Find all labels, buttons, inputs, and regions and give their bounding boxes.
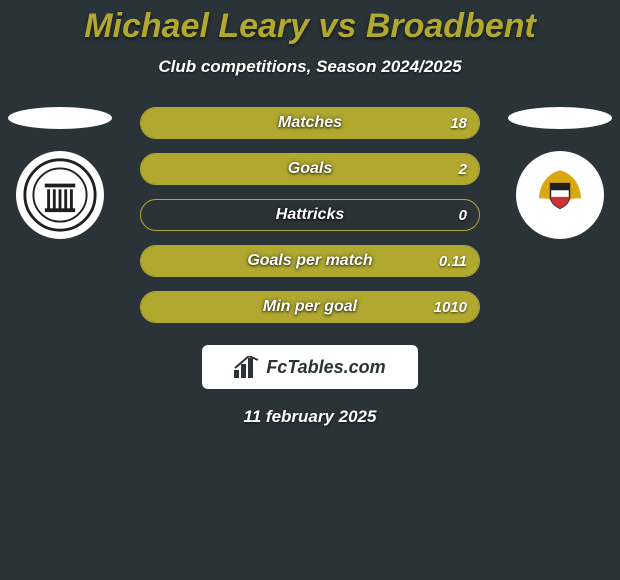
stat-label: Goals per match bbox=[247, 252, 372, 270]
stat-value-right: 0 bbox=[459, 207, 467, 224]
player-left-block bbox=[8, 107, 112, 239]
doncaster-crest-icon bbox=[522, 157, 598, 233]
stat-label: Matches bbox=[278, 114, 342, 132]
stat-row: Min per goal 1010 bbox=[140, 291, 480, 323]
stat-rows: Matches 18 Goals 2 Hattricks 0 Goals per match… bbox=[140, 107, 480, 323]
stat-label: Goals bbox=[288, 160, 332, 178]
date-label: 11 february 2025 bbox=[0, 407, 620, 427]
grimsby-crest-icon bbox=[22, 157, 98, 233]
player-left-ellipse bbox=[8, 107, 112, 129]
stat-value-right: 2 bbox=[459, 161, 467, 178]
stat-label: Hattricks bbox=[276, 206, 344, 224]
player-right-ellipse bbox=[508, 107, 612, 129]
stat-row: Goals per match 0.11 bbox=[140, 245, 480, 277]
subtitle: Club competitions, Season 2024/2025 bbox=[0, 57, 620, 77]
comparison-chart: Matches 18 Goals 2 Hattricks 0 Goals per match… bbox=[0, 107, 620, 323]
stat-row: Goals 2 bbox=[140, 153, 480, 185]
watermark-text: FcTables.com bbox=[266, 357, 385, 378]
stat-value-right: 1010 bbox=[434, 299, 467, 316]
title-vs: vs bbox=[319, 7, 357, 45]
watermark: FcTables.com bbox=[202, 345, 418, 389]
player-right-crest bbox=[516, 151, 604, 239]
stat-value-right: 0.11 bbox=[439, 253, 467, 270]
stat-value-right: 18 bbox=[450, 115, 467, 132]
player-right-block bbox=[508, 107, 612, 239]
title-player-left: Michael Leary bbox=[84, 7, 309, 45]
stat-label: Min per goal bbox=[263, 298, 357, 316]
page-title: Michael Leary vs Broadbent bbox=[0, 0, 620, 45]
fctables-logo-icon bbox=[234, 356, 260, 378]
title-player-right: Broadbent bbox=[366, 7, 536, 45]
stat-row: Matches 18 bbox=[140, 107, 480, 139]
stat-row: Hattricks 0 bbox=[140, 199, 480, 231]
player-left-crest bbox=[16, 151, 104, 239]
